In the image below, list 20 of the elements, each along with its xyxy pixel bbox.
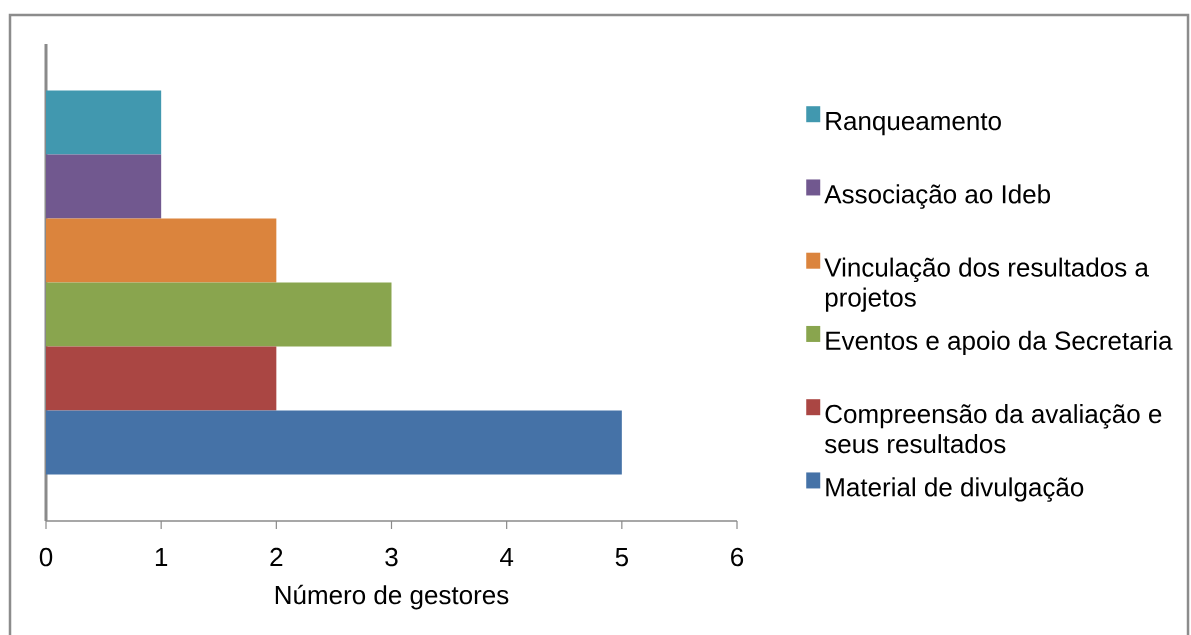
- bar: [46, 218, 277, 283]
- legend-label: Ranqueamento: [826, 112, 1001, 136]
- legend-label: Vinculação dos resultados a projetos: [824, 257, 1149, 312]
- x-tick-label: 5: [615, 548, 628, 567]
- bar: [46, 346, 277, 411]
- legend-label: Compreensão da avaliação e seus resultados: [824, 404, 1162, 454]
- legend-label: Associação ao Ideb: [824, 184, 1051, 209]
- legend-label: Material de divulgação: [826, 477, 1084, 502]
- x-tick-label: 0: [39, 547, 53, 567]
- x-tick-label: 2: [270, 547, 283, 566]
- legend-label: Eventos e apoio da Secretaria: [826, 330, 1173, 356]
- x-tick-label: 1: [155, 548, 168, 566]
- x-tick-label: 6: [731, 547, 744, 567]
- bar: [46, 154, 162, 219]
- bar: [46, 90, 162, 155]
- x-tick-label: 3: [385, 547, 398, 567]
- bar: [46, 410, 622, 475]
- bar: [46, 282, 392, 347]
- x-tick-label: 4: [500, 548, 514, 566]
- x-axis-title: Número de gestores: [275, 584, 509, 610]
